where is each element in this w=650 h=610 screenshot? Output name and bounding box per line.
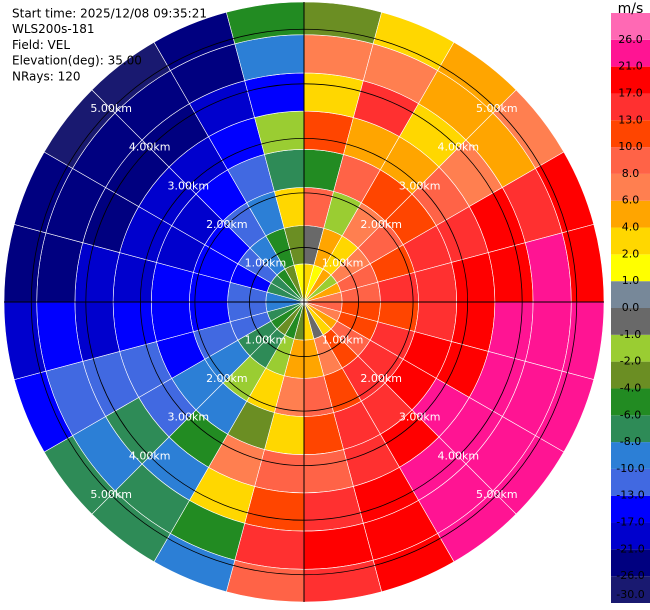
- colorbar-tick-label: 2.0: [622, 247, 640, 260]
- colorbar-bin: [611, 147, 650, 174]
- colorbar-tick-label: 21.0: [618, 60, 643, 73]
- header: Start time: 2025/12/08 09:35:21WLS200s-1…: [12, 7, 207, 84]
- colorbar-tick-label: 8.0: [622, 167, 640, 180]
- ring-label: 2.00km: [360, 218, 402, 231]
- range-ring: [139, 137, 469, 467]
- colorbar-tick-label: 1.0: [622, 274, 640, 287]
- colorbar-bin: [611, 468, 650, 496]
- colorbar-bin: [611, 576, 650, 603]
- velocity-cell: [488, 301, 534, 362]
- colorbar: -30.0 -26.0 -21.0 -17.0 -13.0 -10.0 -8.0 -6.0 -4…: [611, 1, 650, 603]
- velocity-cell: [488, 242, 534, 303]
- colorbar-tick-label: 10.0: [618, 140, 643, 153]
- colorbar-title: m/s: [618, 1, 644, 17]
- velocity-field: [3, 1, 605, 603]
- ring-label: 1.00km: [322, 256, 364, 269]
- velocity-cell: [244, 486, 305, 532]
- colorbar-tick-label: -2.0: [620, 355, 641, 368]
- colorbar-tick-label: -8.0: [620, 435, 641, 448]
- ring-label: 3.00km: [168, 179, 210, 192]
- range-ring: [249, 247, 359, 357]
- colorbar-tick-label: -17.0: [616, 516, 644, 529]
- velocity-cell: [74, 242, 120, 303]
- ring-label: 2.00km: [206, 218, 248, 231]
- range-ring: [30, 28, 578, 576]
- ring-label: 2.00km: [206, 372, 248, 385]
- colorbar-tick-label: -13.0: [616, 489, 644, 502]
- ring-label: 5.00km: [476, 102, 518, 115]
- ring-label: 4.00km: [129, 141, 171, 154]
- ring-label: 4.00km: [437, 449, 479, 462]
- ring-label: 2.00km: [360, 372, 402, 385]
- colorbar-tick-label: -30.0: [616, 588, 644, 601]
- colorbar-bin: [611, 308, 650, 335]
- colorbar-tick-label: 4.0: [622, 221, 640, 234]
- colorbar-bin: [611, 495, 650, 523]
- header-line: WLS200s-181: [12, 22, 95, 36]
- colorbar-bin: [611, 361, 650, 389]
- ring-label: 1.00km: [245, 334, 287, 347]
- ring-label: 5.00km: [90, 102, 132, 115]
- ring-label: 3.00km: [399, 179, 441, 192]
- colorbar-bin: [611, 200, 650, 228]
- colorbar-tick-label: -21.0: [616, 542, 644, 555]
- colorbar-tick-label: 6.0: [622, 194, 640, 207]
- colorbar-bin: [611, 334, 650, 362]
- colorbar-bin: [611, 66, 650, 94]
- velocity-cell: [244, 72, 305, 118]
- header-line: NRays: 120: [12, 69, 81, 83]
- ring-labels: 1.00km 1.00km 1.00km 1.00km 2.00km 2.00km 2.00…: [90, 102, 517, 501]
- header-line: Elevation(deg): 35.00: [12, 54, 142, 68]
- velocity-cell: [303, 486, 364, 532]
- colorbar-bin: [611, 388, 650, 416]
- colorbar-bin: [611, 549, 650, 577]
- polar-grid: [4, 2, 604, 602]
- colorbar-tick-label: 26.0: [618, 33, 643, 46]
- colorbar-bin: [611, 13, 650, 40]
- colorbar-tick-label: -6.0: [620, 408, 641, 421]
- colorbar-tick-label: 17.0: [618, 86, 643, 99]
- colorbar-bin: [611, 254, 650, 282]
- colorbar-bin: [611, 522, 650, 550]
- colorbar-tick-label: -10.0: [616, 462, 644, 475]
- colorbar-bin: [611, 442, 650, 469]
- ring-label: 4.00km: [437, 141, 479, 154]
- range-ring: [85, 83, 523, 521]
- velocity-cell: [303, 72, 364, 118]
- colorbar-bin: [611, 93, 650, 121]
- colorbar-bin: [611, 173, 650, 201]
- ring-label: 1.00km: [322, 334, 364, 347]
- ring-label: 5.00km: [90, 488, 132, 501]
- colorbar-bin: [611, 415, 650, 443]
- colorbar-bin: [611, 227, 650, 255]
- colorbar-bin: [611, 120, 650, 148]
- ring-label: 3.00km: [399, 411, 441, 424]
- colorbar-tick-label: -26.0: [616, 569, 644, 582]
- colorbar-tick-label: -1.0: [620, 328, 641, 341]
- ring-label: 5.00km: [476, 488, 518, 501]
- range-ring: [194, 192, 414, 412]
- header-line: Start time: 2025/12/08 09:35:21: [12, 7, 207, 21]
- ring-label: 4.00km: [129, 449, 171, 462]
- colorbar-tick-label: 13.0: [618, 113, 643, 126]
- ring-label: 3.00km: [168, 411, 210, 424]
- colorbar-bin: [611, 281, 650, 308]
- header-line: Field: VEL: [12, 38, 70, 52]
- colorbar-tick-label: -4.0: [620, 381, 641, 394]
- colorbar-tick-label: 0.0: [622, 301, 640, 314]
- colorbar-bin: [611, 39, 650, 67]
- ring-label: 1.00km: [245, 256, 287, 269]
- velocity-cell: [74, 301, 120, 362]
